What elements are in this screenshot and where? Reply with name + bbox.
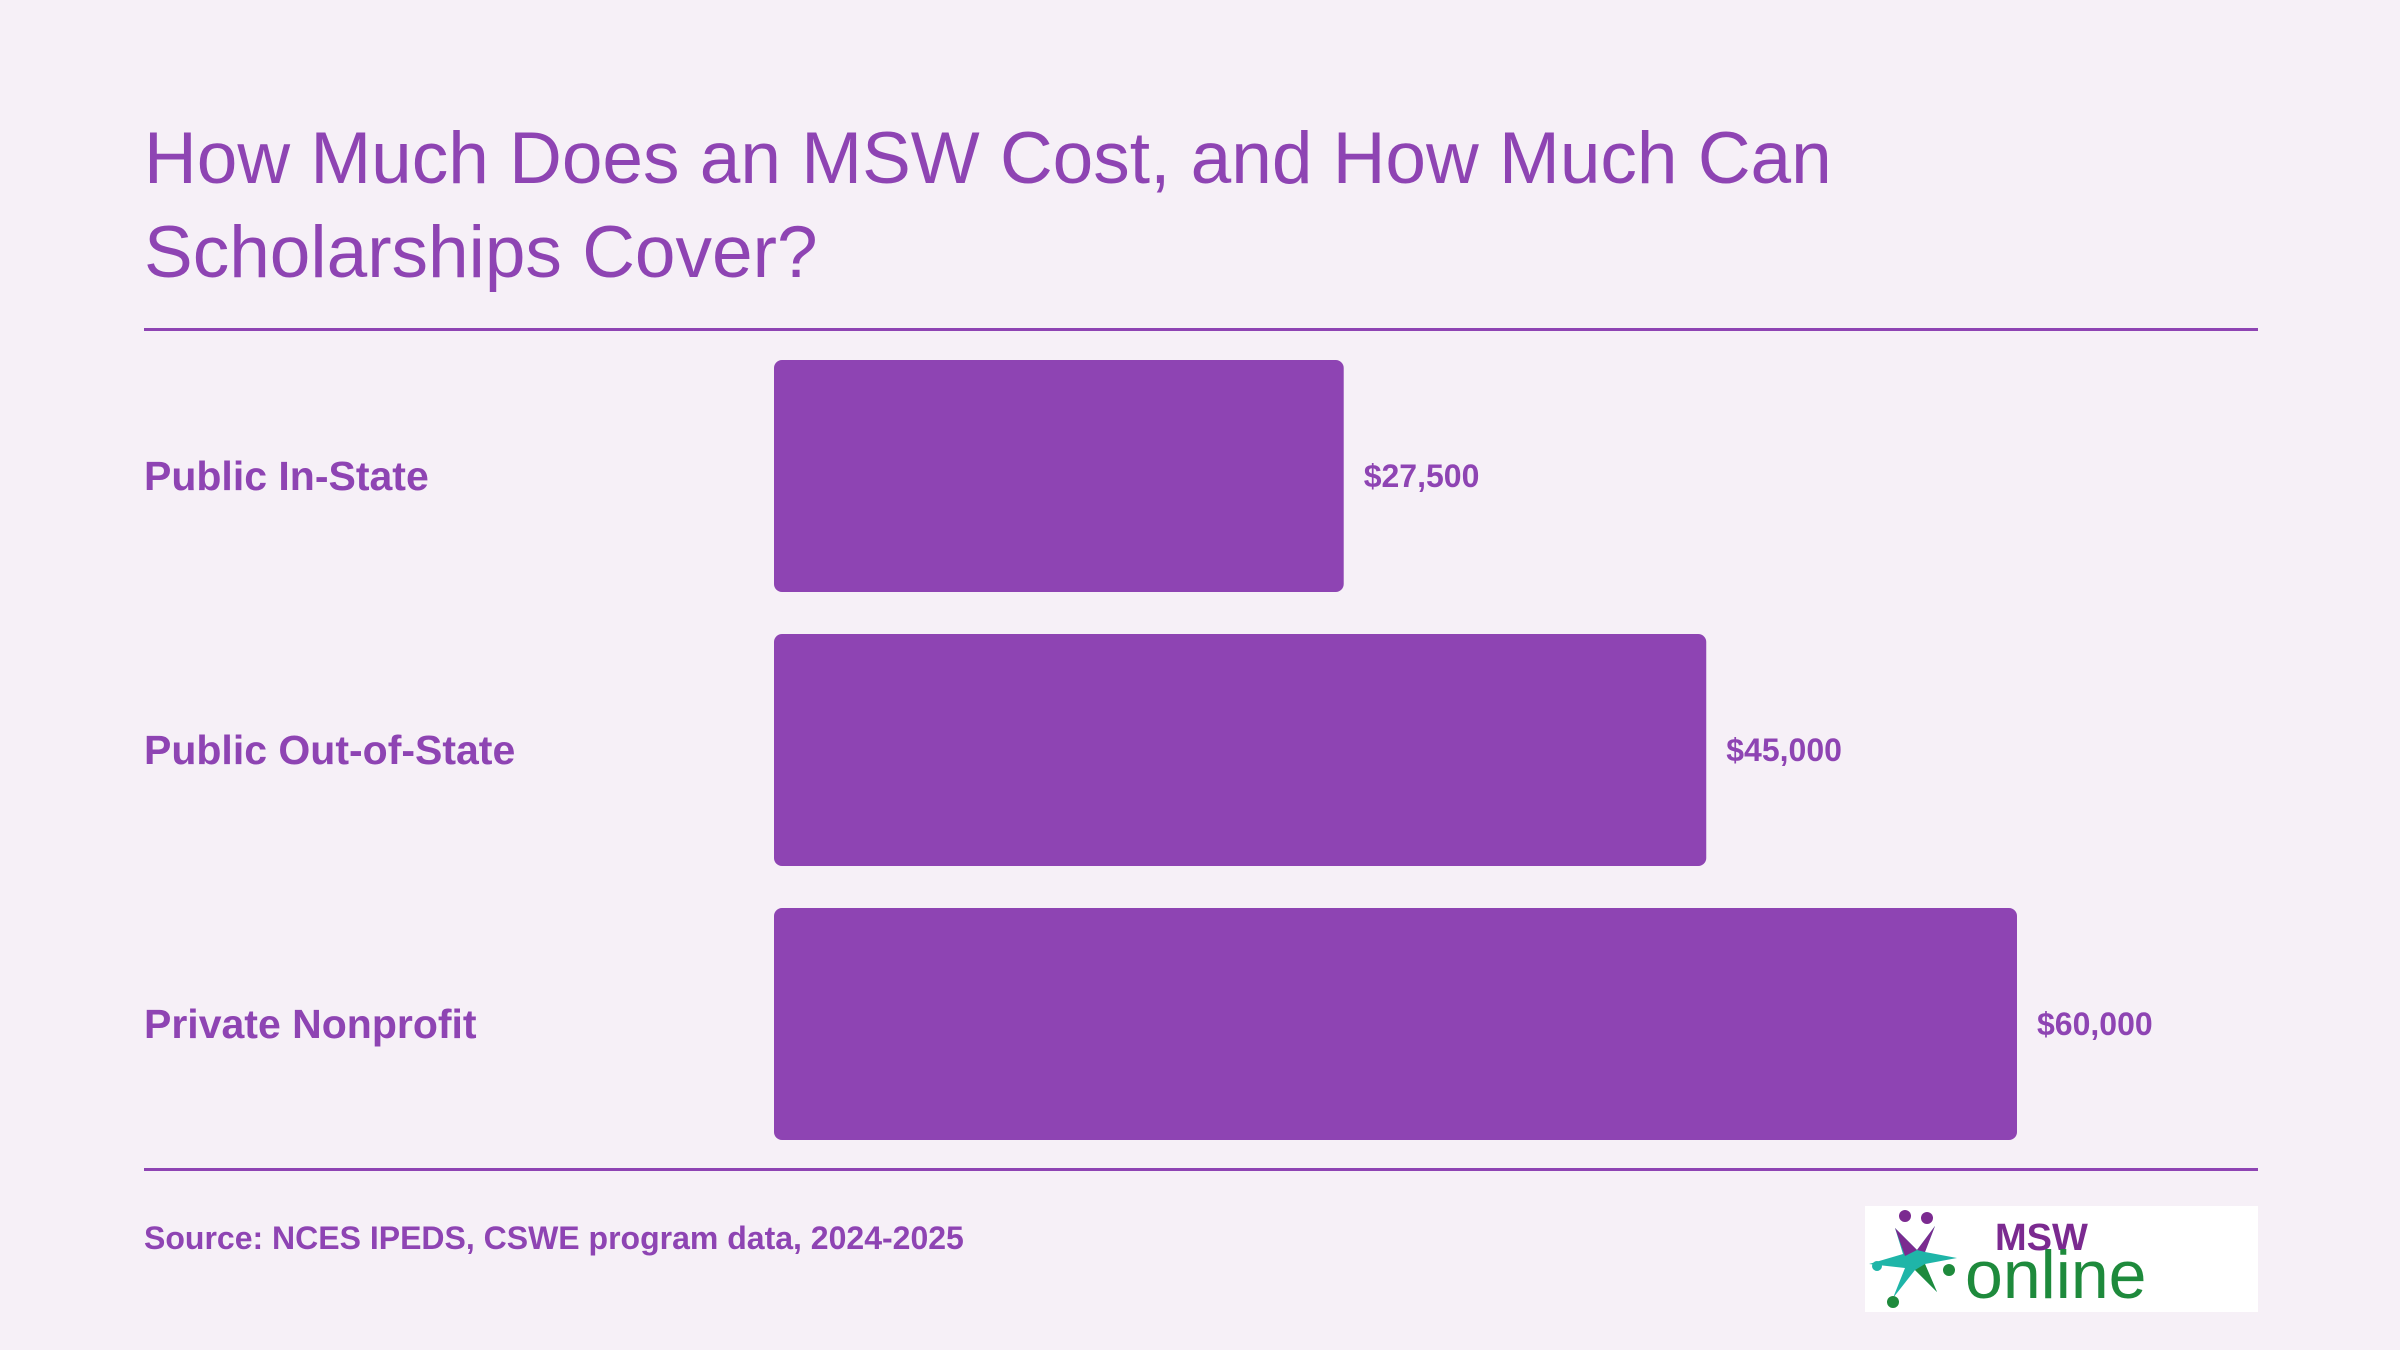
value-label: $45,000 (1726, 732, 1842, 768)
bar (774, 634, 1707, 866)
top-divider (144, 328, 2258, 331)
category-label: Public Out-of-State (144, 727, 515, 773)
msw-online-logo-icon: MSW online (1869, 1210, 2147, 1313)
bar (774, 360, 1344, 592)
value-label: $27,500 (1364, 458, 1480, 494)
msw-online-logo: MSW online (1865, 1206, 2258, 1313)
source-note: Source: NCES IPEDS, CSWE program data, 2… (144, 1220, 964, 1256)
chart-title: How Much Does an MSW Cost, and How Much … (144, 118, 1832, 293)
category-label: Private Nonprofit (144, 1001, 477, 1047)
logo-msw-text: MSW (1995, 1217, 2088, 1259)
logo-online-text: online (1965, 1237, 2147, 1312)
category-label: Public In-State (144, 453, 429, 499)
bottom-divider (144, 1168, 2258, 1171)
value-label: $60,000 (2037, 1006, 2153, 1042)
bar (774, 908, 2017, 1140)
